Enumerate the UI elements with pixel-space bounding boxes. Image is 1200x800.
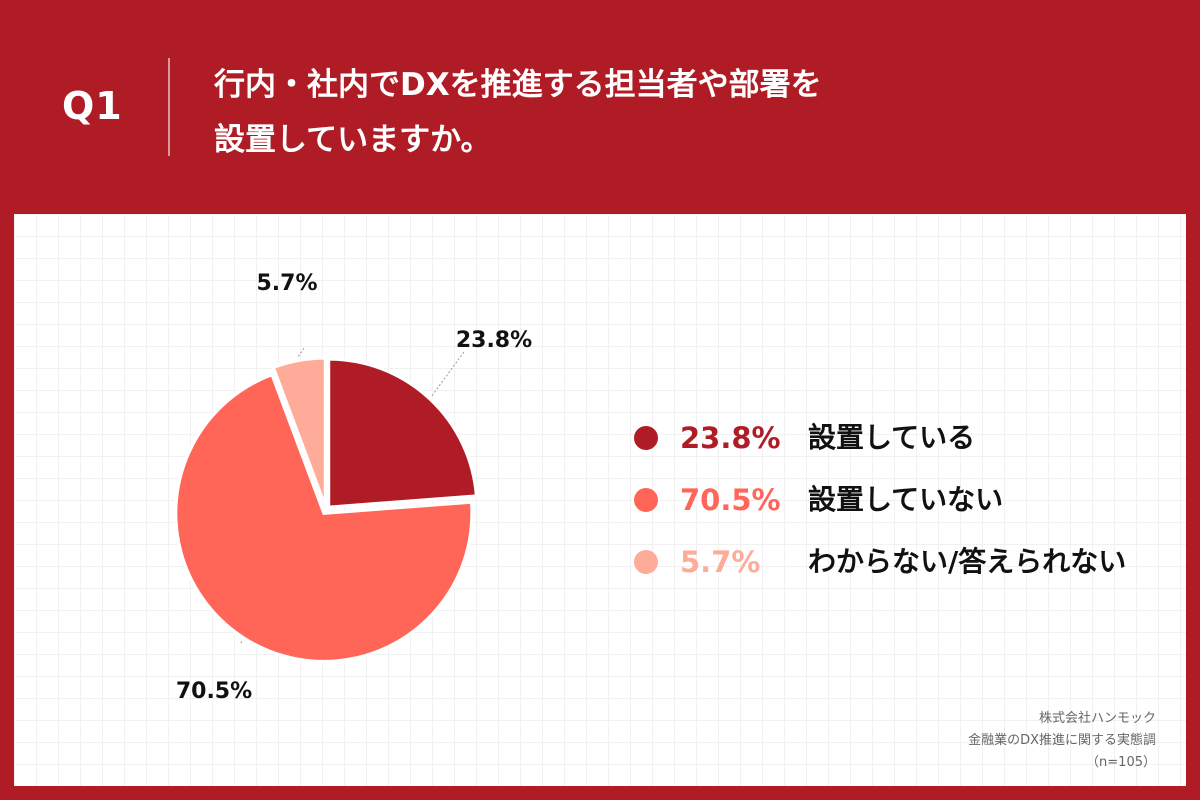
question-title: 行内・社内でDXを推進する担当者や部署を 設置していますか。 (214, 58, 1114, 168)
data-label-not-installed: 70.5% (176, 679, 252, 704)
pie-slice-not-installed (174, 372, 474, 663)
pie-slice-installed (327, 357, 478, 509)
legend-dot-installed (634, 426, 658, 450)
question-title-line-1: 行内・社内でDXを推進する担当者や部署を (214, 67, 822, 103)
question-number: Q1 (62, 84, 123, 128)
legend-label-not-installed: 設置していない (808, 483, 1004, 516)
data-label-unknown: 5.7% (256, 271, 317, 296)
pie-slice-unknown (271, 356, 327, 507)
legend-label-unknown: わからない/答えられない (808, 545, 1127, 578)
legend-dot-not-installed (634, 488, 658, 512)
legend-value-unknown: 5.7% (680, 545, 761, 579)
chart-card: 23.8% 70.5% 5.7% 23.8% 設置している 70.5% 設置していな… (14, 214, 1186, 786)
question-header: Q1 行内・社内でDXを推進する担当者や部署を 設置していますか。 (0, 0, 1200, 214)
data-label-installed: 23.8% (456, 328, 532, 353)
source-company: 株式会社ハンモック (1038, 711, 1156, 726)
legend-label-installed: 設置している (808, 421, 976, 454)
source-survey: 金融業のDX推進に関する実態調 (968, 733, 1156, 748)
source-note: 株式会社ハンモック 金融業のDX推進に関する実態調 （n=105） (968, 708, 1156, 774)
source-sample: （n=105） (1086, 755, 1156, 770)
header-divider (168, 58, 170, 156)
pie-chart: 23.8% 70.5% 5.7% (174, 271, 532, 704)
leader-line-installed (431, 351, 465, 396)
legend-value-not-installed: 70.5% (680, 483, 781, 517)
leader-line-unknown (297, 347, 305, 357)
legend-dot-unknown (634, 550, 658, 574)
leader-line-not-installed (239, 641, 243, 645)
legend-value-installed: 23.8% (680, 421, 781, 455)
question-title-line-2: 設置していますか。 (214, 122, 492, 158)
